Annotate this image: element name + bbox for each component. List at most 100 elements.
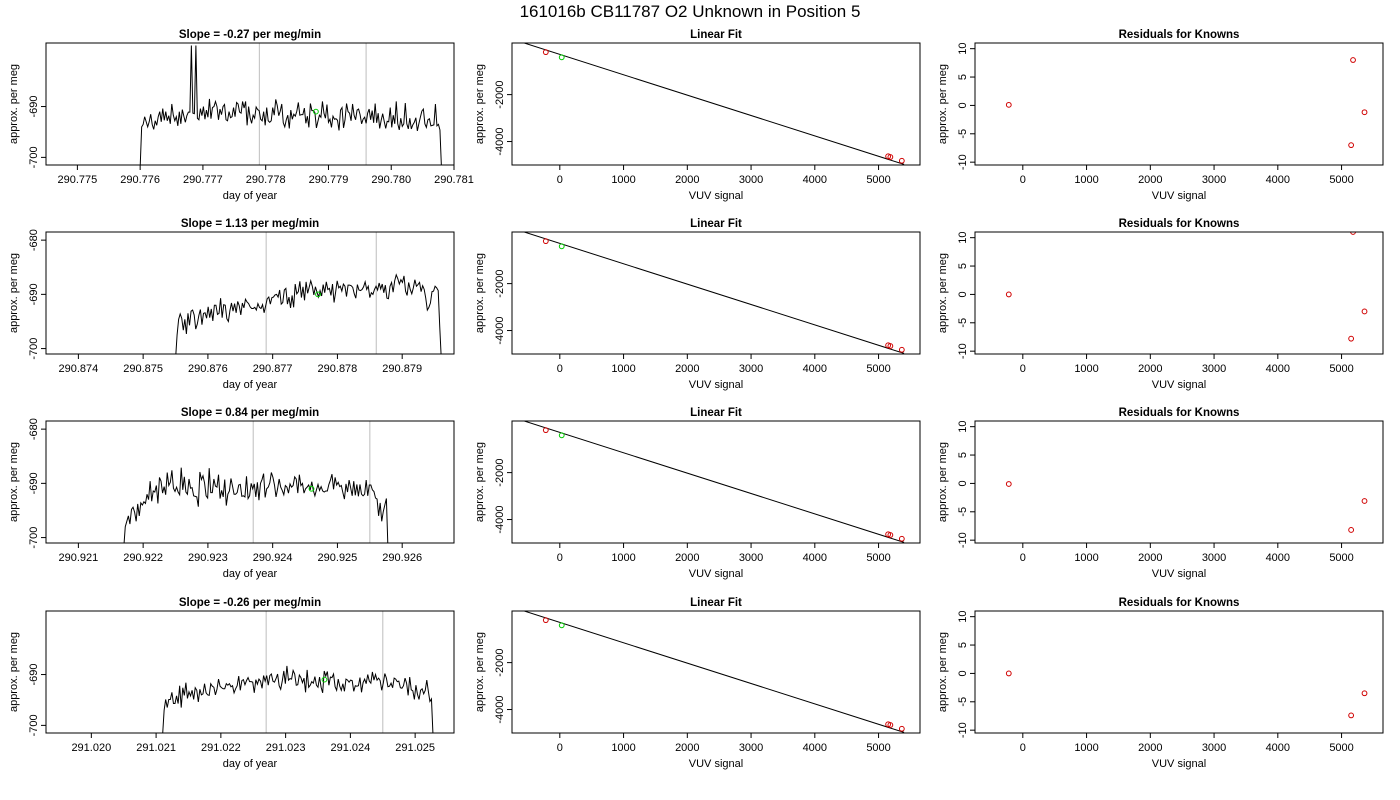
- y-tick-label: -4000: [494, 316, 506, 344]
- panel-r3-c1: Linear Fit 0 1000 2000 3000 4000 5000 -2000 -400…: [474, 597, 921, 770]
- x-tick-label: 4000: [803, 363, 827, 375]
- unknown-marker: [308, 485, 315, 492]
- y-tick-label: -4000: [494, 505, 506, 533]
- x-tick-label: 290.876: [188, 363, 228, 375]
- y-tick-label: 10: [957, 421, 969, 433]
- x-axis-label: VUV signal: [689, 190, 743, 202]
- data-point: [1348, 142, 1355, 149]
- y-axis-label: approx. per meg: [937, 442, 949, 522]
- x-tick-label: 290.776: [120, 174, 160, 186]
- x-tick-label: 5000: [1329, 363, 1353, 375]
- y-tick-label: -10: [957, 343, 969, 359]
- x-tick-label: 4000: [1266, 363, 1290, 375]
- x-tick-label: 290.775: [58, 174, 98, 186]
- y-tick-label: -700: [28, 146, 40, 168]
- panel-title: Slope = 1.13 per meg/min: [181, 218, 319, 230]
- y-axis-label: approx. per meg: [8, 632, 20, 712]
- x-tick-label: 1000: [611, 552, 635, 564]
- panel-r0-c0: Slope = -0.27 per meg/min 290.775 290.776 2…: [8, 29, 474, 202]
- data-point: [1348, 712, 1355, 719]
- unknown-marker: [321, 676, 328, 683]
- panel-title: Slope = 0.84 per meg/min: [181, 407, 319, 419]
- data-point: [542, 617, 549, 624]
- x-axis-label: day of year: [223, 568, 278, 580]
- panel-r2-c0: Slope = 0.84 per meg/min 290.921 290.922 29…: [8, 407, 455, 580]
- plot-frame: [974, 610, 1384, 734]
- x-axis-label: VUV signal: [689, 758, 743, 770]
- y-tick-label: 0: [957, 102, 969, 108]
- plot-frame: [45, 610, 455, 734]
- panel-title: Linear Fit: [690, 29, 742, 41]
- plot-frame: [45, 42, 455, 166]
- x-tick-label: 291.021: [136, 742, 176, 754]
- y-tick-label: -10: [957, 722, 969, 738]
- y-tick-label: 10: [957, 232, 969, 244]
- plot-frame: [974, 231, 1384, 355]
- x-tick-label: 290.879: [382, 363, 422, 375]
- x-tick-label: 0: [557, 552, 563, 564]
- x-tick-label: 5000: [1329, 552, 1353, 564]
- data-point: [887, 532, 894, 538]
- panel-r1-c1: Linear Fit 0 1000 2000 3000 4000 5000 -2000 -400…: [474, 218, 921, 391]
- data-point: [558, 54, 565, 61]
- y-tick-label: -700: [28, 527, 40, 549]
- plot-frame: [511, 231, 921, 355]
- plot-frame: [511, 42, 921, 166]
- y-axis-label: approx. per meg: [937, 253, 949, 333]
- plot-frame: [45, 420, 455, 544]
- data-point: [898, 157, 905, 164]
- x-tick-label: 2000: [1138, 552, 1162, 564]
- y-axis-label: approx. per meg: [474, 64, 486, 144]
- y-tick-label: -4000: [494, 127, 506, 155]
- panel-title: Slope = -0.26 per meg/min: [179, 597, 321, 609]
- panel-r2-c2: Residuals for Knowns 0 1000 2000 3000 4000 500…: [937, 407, 1384, 580]
- data-series-line: [139, 45, 442, 165]
- x-tick-label: 291.025: [395, 742, 435, 754]
- unknown-marker: [315, 291, 321, 298]
- x-tick-label: 290.924: [253, 552, 293, 564]
- y-tick-label: -2000: [494, 81, 506, 109]
- x-axis-label: VUV signal: [1152, 379, 1206, 391]
- x-tick-label: 290.877: [253, 363, 293, 375]
- x-tick-label: 4000: [803, 742, 827, 754]
- data-point: [1005, 101, 1012, 108]
- x-tick-label: 3000: [1202, 363, 1226, 375]
- x-tick-label: 0: [1020, 552, 1026, 564]
- x-axis-label: VUV signal: [1152, 190, 1206, 202]
- x-tick-label: 2000: [675, 363, 699, 375]
- x-tick-label: 5000: [866, 174, 890, 186]
- y-tick-label: -680: [28, 229, 40, 251]
- x-tick-label: 290.874: [58, 363, 98, 375]
- x-tick-label: 0: [1020, 363, 1026, 375]
- y-tick-label: -2000: [494, 459, 506, 487]
- x-tick-label: 2000: [675, 552, 699, 564]
- x-tick-label: 1000: [1074, 552, 1098, 564]
- data-point: [1005, 670, 1012, 677]
- y-tick-label: -5: [957, 507, 969, 517]
- x-tick-label: 5000: [866, 363, 890, 375]
- y-tick-label: -2000: [494, 270, 506, 298]
- y-axis-label: approx. per meg: [8, 253, 20, 333]
- data-point: [1348, 335, 1355, 342]
- y-tick-label: -5: [957, 697, 969, 707]
- x-tick-label: 290.922: [123, 552, 163, 564]
- x-tick-label: 5000: [866, 552, 890, 564]
- y-tick-label: -690: [28, 96, 40, 118]
- y-tick-label: 10: [957, 611, 969, 623]
- x-tick-label: 1000: [611, 363, 635, 375]
- x-tick-label: 290.926: [382, 552, 422, 564]
- data-point: [1361, 498, 1368, 504]
- x-tick-label: 290.925: [318, 552, 358, 564]
- data-point: [558, 243, 565, 250]
- plot-frame: [511, 420, 921, 544]
- plot-frame: [511, 610, 921, 734]
- data-point: [1005, 291, 1012, 298]
- x-axis-label: day of year: [223, 190, 278, 202]
- x-tick-label: 1000: [611, 174, 635, 186]
- x-tick-label: 291.024: [330, 742, 370, 754]
- x-tick-label: 4000: [1266, 552, 1290, 564]
- x-tick-label: 3000: [1202, 552, 1226, 564]
- figure-title: 161016b CB11787 O2 Unknown in Position 5: [520, 2, 861, 21]
- unknown-marker: [313, 108, 319, 115]
- panels-grid: Slope = -0.27 per meg/min 290.775 290.776 2…: [8, 29, 1384, 770]
